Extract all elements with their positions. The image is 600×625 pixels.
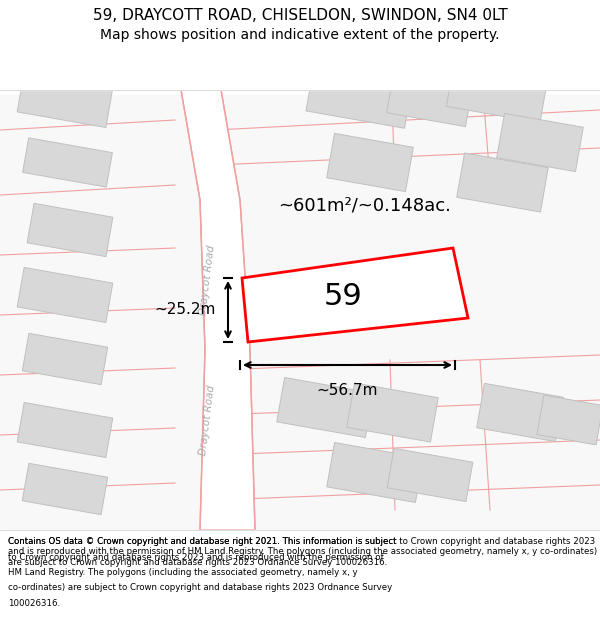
- Polygon shape: [347, 383, 438, 442]
- Text: ~601m²/~0.148ac.: ~601m²/~0.148ac.: [278, 196, 451, 214]
- Text: Contains OS data © Crown copyright and database right 2021. This information is : Contains OS data © Crown copyright and d…: [8, 537, 597, 567]
- Polygon shape: [537, 395, 600, 445]
- Polygon shape: [306, 57, 414, 128]
- Text: ~56.7m: ~56.7m: [317, 383, 378, 398]
- Polygon shape: [327, 133, 413, 192]
- Text: Draycot Road: Draycot Road: [198, 244, 216, 316]
- Text: 59: 59: [323, 282, 362, 311]
- Polygon shape: [17, 268, 113, 322]
- Polygon shape: [27, 203, 113, 257]
- Bar: [0, 0, 600, 90]
- Polygon shape: [277, 378, 373, 438]
- Text: ~25.2m: ~25.2m: [155, 302, 216, 318]
- Text: 59, DRAYCOTT ROAD, CHISELDON, SWINDON, SN4 0LT: 59, DRAYCOTT ROAD, CHISELDON, SWINDON, S…: [92, 8, 508, 22]
- Polygon shape: [22, 333, 107, 384]
- Polygon shape: [457, 153, 548, 212]
- Bar: [0, 95, 600, 570]
- Text: co-ordinates) are subject to Crown copyright and database rights 2023 Ordnance S: co-ordinates) are subject to Crown copyr…: [8, 584, 392, 592]
- Polygon shape: [497, 113, 583, 172]
- Polygon shape: [387, 68, 473, 127]
- Polygon shape: [175, 55, 255, 530]
- Polygon shape: [387, 448, 473, 502]
- Polygon shape: [327, 442, 423, 503]
- Polygon shape: [242, 248, 468, 342]
- Polygon shape: [22, 463, 107, 514]
- Polygon shape: [17, 72, 113, 127]
- Text: HM Land Registry. The polygons (including the associated geometry, namely x, y: HM Land Registry. The polygons (includin…: [8, 568, 358, 577]
- Polygon shape: [477, 383, 563, 442]
- Bar: [0, 530, 600, 625]
- Polygon shape: [23, 138, 112, 187]
- Text: Draycot Road: Draycot Road: [198, 384, 216, 456]
- Text: 100026316.: 100026316.: [8, 599, 60, 608]
- Polygon shape: [446, 57, 548, 123]
- Text: to Crown copyright and database rights 2023 and is reproduced with the permissio: to Crown copyright and database rights 2…: [8, 552, 383, 561]
- Text: Map shows position and indicative extent of the property.: Map shows position and indicative extent…: [100, 28, 500, 42]
- Text: Contains OS data © Crown copyright and database right 2021. This information is : Contains OS data © Crown copyright and d…: [8, 537, 397, 546]
- Polygon shape: [17, 402, 113, 458]
